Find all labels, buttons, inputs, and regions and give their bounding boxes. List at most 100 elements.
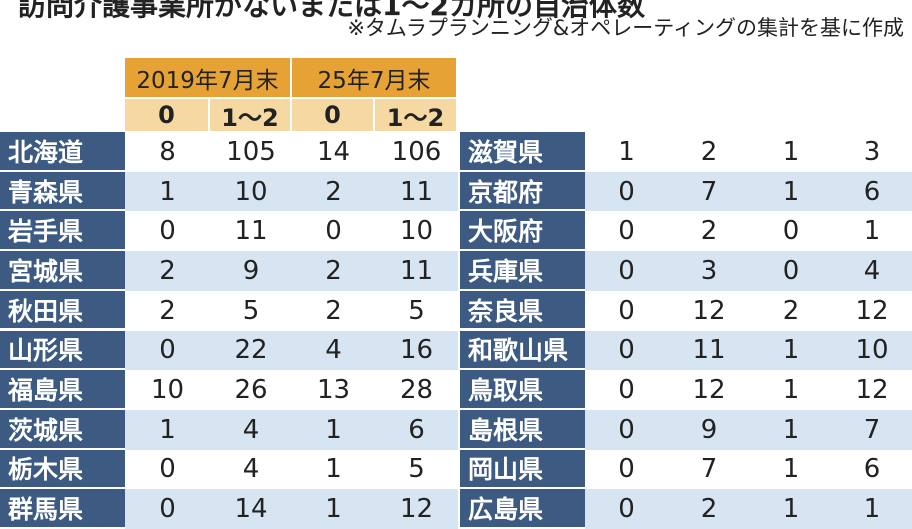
prefecture: 奈良県 [460, 290, 585, 331]
count: 10 [150, 375, 185, 406]
count: 12 [399, 494, 434, 525]
count: 0 [782, 216, 800, 247]
prefecture: 兵庫県 [460, 251, 585, 291]
prefecture: 秋田県 [0, 290, 125, 331]
count: 1 [782, 414, 800, 445]
prefecture: 和歌山県 [460, 330, 585, 371]
count: 3 [700, 255, 718, 286]
count: 0 [618, 454, 635, 485]
count: 11 [234, 216, 268, 247]
prefecture: 栃木県 [0, 449, 125, 490]
count: 0 [159, 335, 176, 366]
row-band [125, 330, 458, 371]
count: 12 [855, 375, 889, 406]
count: 1 [325, 414, 342, 445]
sub-header: 1～2 [210, 97, 292, 132]
count: 11 [399, 255, 434, 286]
count: 10 [234, 176, 268, 207]
count: 0 [618, 335, 635, 366]
prefecture: 北海道 [0, 132, 125, 172]
count: 7 [700, 454, 718, 485]
count: 0 [618, 216, 635, 247]
row-band [585, 330, 912, 371]
count: 5 [408, 295, 425, 326]
count: 0 [325, 216, 342, 247]
count: 2 [325, 255, 342, 286]
count: 10 [855, 335, 889, 366]
count: 0 [618, 255, 635, 286]
count: 6 [863, 176, 881, 207]
prefecture: 群馬県 [0, 489, 125, 529]
count: 28 [399, 375, 434, 406]
count: 1 [863, 216, 881, 247]
count: 8 [159, 136, 176, 167]
row-band [125, 171, 458, 212]
count: 106 [391, 136, 442, 167]
count: 1 [782, 454, 800, 485]
count: 16 [399, 335, 434, 366]
count: 13 [316, 375, 351, 406]
count: 11 [399, 176, 434, 207]
count: 7 [863, 414, 881, 445]
prefecture: 岩手県 [0, 211, 125, 252]
count: 9 [700, 414, 718, 445]
count: 0 [618, 176, 635, 207]
prefecture: 島根県 [460, 409, 585, 450]
count: 4 [863, 255, 881, 286]
count: 26 [234, 375, 268, 406]
count: 2 [159, 255, 176, 286]
count: 1 [159, 414, 176, 445]
count: 6 [408, 414, 425, 445]
count: 2 [782, 295, 800, 326]
prefecture: 福島県 [0, 370, 125, 410]
count: 9 [242, 255, 260, 286]
count: 14 [234, 494, 268, 525]
count: 1 [325, 454, 342, 485]
prefecture: 広島県 [460, 489, 585, 529]
count: 12 [692, 295, 726, 326]
count: 1 [782, 136, 800, 167]
sub-header: 1～2 [375, 97, 458, 132]
count: 0 [618, 494, 635, 525]
count: 5 [408, 454, 425, 485]
row-band [125, 251, 458, 291]
prefecture: 鳥取県 [460, 370, 585, 410]
count: 2 [159, 295, 176, 326]
count: 1 [618, 136, 635, 167]
prefecture: 滋賀県 [460, 132, 585, 172]
count: 1 [782, 335, 800, 366]
count: 22 [234, 335, 268, 366]
source-note: ※タムラプランニング&オペレーティングの集計を基に作成 [347, 16, 904, 40]
row-band [585, 251, 912, 291]
count: 2 [700, 494, 718, 525]
count: 2 [700, 136, 718, 167]
sub-header: 0 [125, 97, 210, 131]
count: 0 [782, 255, 800, 286]
prefecture: 大阪府 [460, 211, 585, 252]
prefecture: 岡山県 [460, 449, 585, 490]
count: 0 [618, 295, 635, 326]
count: 0 [159, 454, 176, 485]
title: 訪問介護事業所がないまたは1～2カ所の自治体数 [18, 0, 645, 22]
count: 4 [242, 454, 260, 485]
count: 0 [618, 414, 635, 445]
row-band [585, 171, 912, 212]
count: 1 [782, 176, 800, 207]
count: 0 [159, 216, 176, 247]
count: 0 [618, 375, 635, 406]
count: 3 [863, 136, 881, 167]
count: 2 [700, 216, 718, 247]
count: 7 [700, 176, 718, 207]
count: 12 [855, 295, 889, 326]
count: 14 [316, 136, 351, 167]
row-band [125, 409, 458, 450]
count: 1 [782, 375, 800, 406]
count: 1 [159, 176, 176, 207]
count: 6 [863, 454, 881, 485]
prefecture: 宮城県 [0, 251, 125, 291]
count: 1 [782, 494, 800, 525]
period-header: 25年7月末 [292, 58, 458, 97]
period-header: 2019年7月末 [125, 58, 292, 97]
count: 10 [399, 216, 434, 247]
